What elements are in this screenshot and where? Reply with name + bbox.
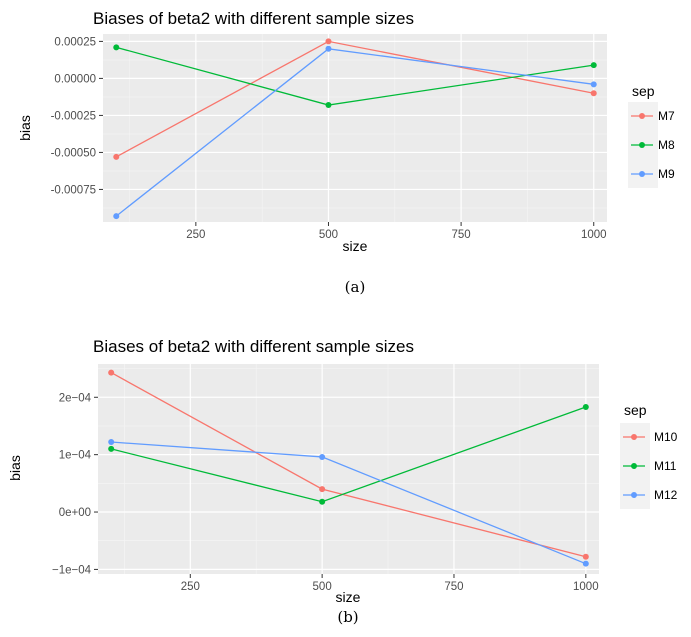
chart-a-legend: sep M7 M8 M9 <box>628 83 675 188</box>
chart-a-legend-title: sep <box>632 83 655 99</box>
chart-b: Biases of beta2 with different sample si… <box>7 337 678 626</box>
data-point-m11 <box>319 498 326 505</box>
y-tick-label: 2e−04 <box>59 392 92 404</box>
chart-a-x-axis-title: size <box>343 238 368 254</box>
chart-a-caption: (a) <box>345 278 366 296</box>
legend-label-m10: M10 <box>654 430 678 444</box>
x-tick-label: 1000 <box>581 229 607 241</box>
y-tick-label: -0.00075 <box>51 184 96 196</box>
data-point-m12 <box>108 439 115 446</box>
chart-b-plot-panel <box>98 364 599 574</box>
legend-point-m8 <box>639 142 645 148</box>
data-point-m11 <box>108 445 115 452</box>
y-tick-label: 0e+00 <box>59 507 91 519</box>
chart-a-title: Biases of beta2 with different sample si… <box>93 9 414 28</box>
chart-a-plot-panel <box>103 34 607 222</box>
y-tick-label: 0.00000 <box>54 73 96 85</box>
data-point-m7 <box>113 153 120 160</box>
data-point-m9 <box>325 45 332 52</box>
data-point-m8 <box>590 62 597 69</box>
data-point-m12 <box>582 560 589 567</box>
data-point-m7 <box>590 90 597 97</box>
chart-a: Biases of beta2 with different sample si… <box>17 9 675 296</box>
legend-label-m9: M9 <box>658 167 675 181</box>
data-point-m10 <box>108 369 115 376</box>
y-tick-label: -0.00025 <box>51 110 96 122</box>
x-tick-label: 500 <box>313 581 332 593</box>
legend-point-m12 <box>631 492 637 498</box>
chart-b-y-axis-title: bias <box>7 455 23 481</box>
y-tick-label: −1e−04 <box>52 564 92 576</box>
x-tick-label: 750 <box>444 581 463 593</box>
chart-b-gridlines <box>98 364 599 574</box>
legend-label-m7: M7 <box>658 109 675 123</box>
data-point-m11 <box>582 404 589 411</box>
legend-label-m8: M8 <box>658 138 675 152</box>
chart-b-legend-title: sep <box>624 402 647 418</box>
chart-b-caption: (b) <box>337 608 358 626</box>
data-point-m10 <box>582 553 589 560</box>
data-point-m9 <box>590 81 597 88</box>
data-point-m7 <box>325 38 332 45</box>
x-tick-label: 1000 <box>573 581 599 593</box>
legend-point-m9 <box>639 171 645 177</box>
chart-a-series <box>113 38 597 220</box>
data-point-m9 <box>113 213 120 220</box>
chart-a-y-axis-title: bias <box>17 115 33 141</box>
data-point-m10 <box>319 486 326 493</box>
chart-b-legend: sep M10 M11 M12 <box>620 402 678 509</box>
chart-a-gridlines <box>103 34 607 222</box>
data-point-m12 <box>319 453 326 460</box>
y-tick-label: -0.00050 <box>51 147 96 159</box>
chart-b-x-ticks: 250 500 750 1000 <box>181 574 599 593</box>
chart-b-series <box>108 369 589 567</box>
chart-a-x-ticks: 250 500 750 1000 <box>186 222 607 241</box>
chart-b-y-ticks: 2e−04 1e−04 0e+00 −1e−04 <box>52 392 98 576</box>
data-point-m8 <box>325 102 332 109</box>
y-tick-label: 1e−04 <box>59 450 92 462</box>
legend-label-m11: M11 <box>654 459 677 473</box>
legend-label-m12: M12 <box>654 488 678 502</box>
legend-point-m7 <box>639 113 645 119</box>
x-tick-label: 250 <box>181 581 200 593</box>
chart-b-title: Biases of beta2 with different sample si… <box>93 337 414 356</box>
legend-point-m10 <box>631 434 637 440</box>
data-point-m8 <box>113 44 120 51</box>
y-tick-label: 0.00025 <box>54 36 96 48</box>
chart-b-x-axis-title: size <box>336 589 361 605</box>
x-tick-label: 750 <box>452 229 471 241</box>
chart-a-y-ticks: 0.00025 0.00000 -0.00025 -0.00050 -0.00075 <box>51 36 103 196</box>
x-tick-label: 500 <box>319 229 338 241</box>
legend-point-m11 <box>631 463 637 469</box>
x-tick-label: 250 <box>186 229 205 241</box>
